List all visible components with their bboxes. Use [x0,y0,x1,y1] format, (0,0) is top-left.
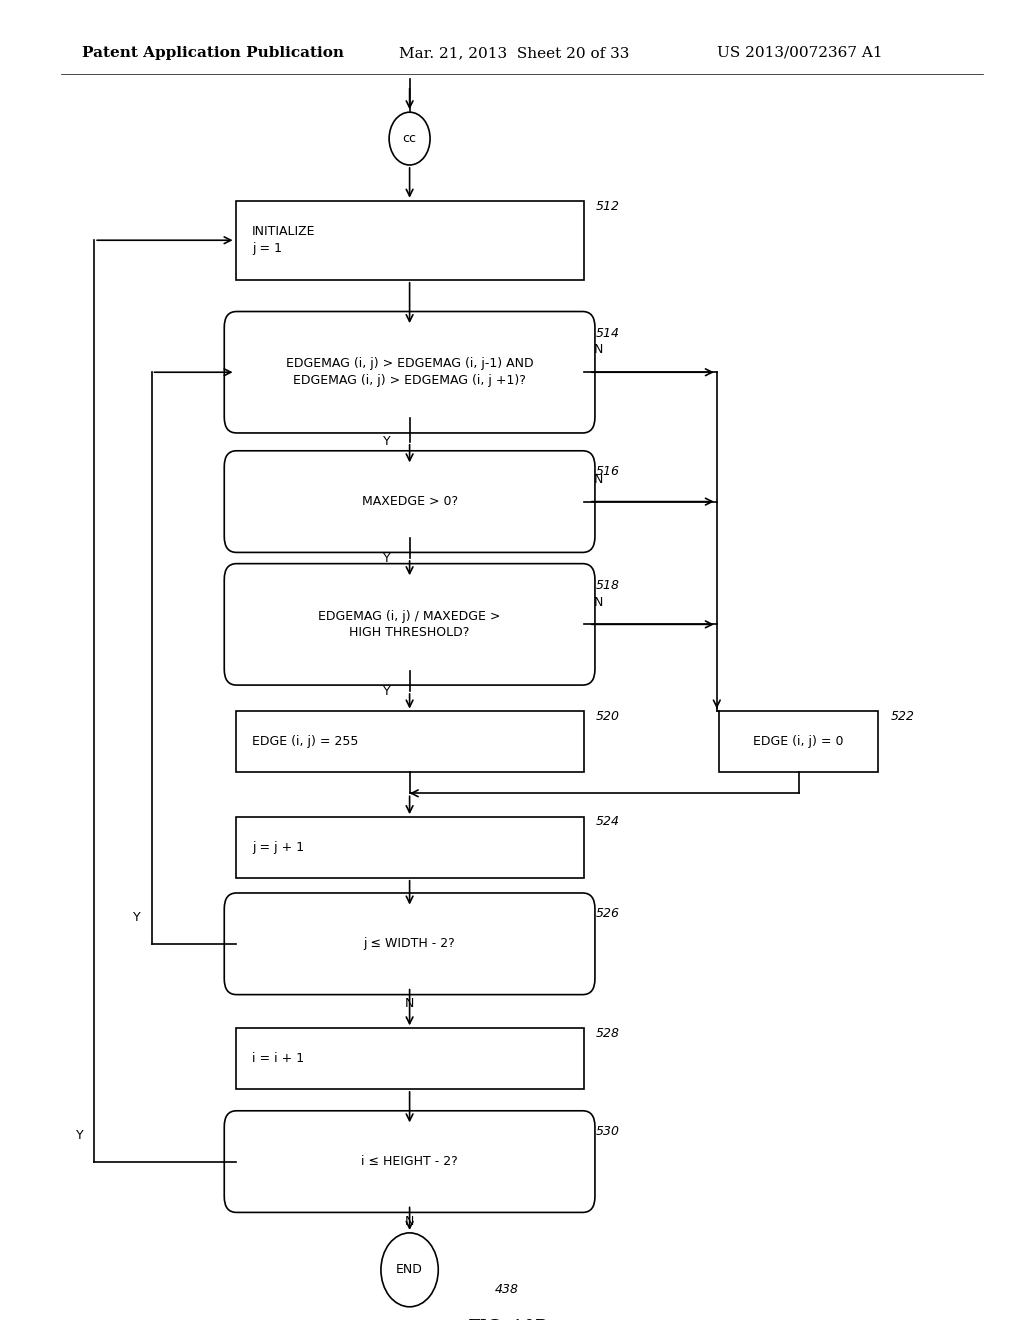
Text: j = j + 1: j = j + 1 [252,841,304,854]
Bar [236,817,584,878]
FancyBboxPatch shape [224,564,595,685]
FancyBboxPatch shape [224,312,595,433]
Text: 528: 528 [596,1027,620,1040]
Text: 512: 512 [596,201,620,214]
FancyBboxPatch shape [224,451,595,552]
Bar [236,711,584,772]
Text: 526: 526 [596,907,620,920]
Text: Y: Y [383,685,391,697]
Text: EDGEMAG (i, j) > EDGEMAG (i, j-1) AND
EDGEMAG (i, j) > EDGEMAG (i, j +1)?: EDGEMAG (i, j) > EDGEMAG (i, j-1) AND ED… [286,358,534,387]
Text: EDGE (i, j) = 255: EDGE (i, j) = 255 [252,735,358,748]
Text: N: N [594,343,603,356]
Text: EDGEMAG (i, j) / MAXEDGE >
HIGH THRESHOLD?: EDGEMAG (i, j) / MAXEDGE > HIGH THRESHOL… [318,610,501,639]
Text: Y: Y [133,911,141,924]
Text: US 2013/0072367 A1: US 2013/0072367 A1 [717,46,883,59]
Text: Y: Y [383,552,391,565]
Text: N: N [594,473,603,486]
Text: i ≤ HEIGHT - 2?: i ≤ HEIGHT - 2? [361,1155,458,1168]
Bar [236,1028,584,1089]
Text: 518: 518 [596,579,620,593]
Text: 516: 516 [596,465,620,478]
Text: Patent Application Publication: Patent Application Publication [82,46,344,59]
Text: Y: Y [76,1129,84,1142]
Text: INITIALIZE
j = 1: INITIALIZE j = 1 [252,226,315,255]
Text: 514: 514 [596,327,620,341]
Text: N: N [404,998,415,1010]
Text: cc: cc [402,132,417,145]
Text: 522: 522 [891,710,914,723]
Bar [719,711,879,772]
Text: Mar. 21, 2013  Sheet 20 of 33: Mar. 21, 2013 Sheet 20 of 33 [399,46,630,59]
Text: EDGE (i, j) = 0: EDGE (i, j) = 0 [754,735,844,748]
Text: 530: 530 [596,1125,620,1138]
Text: j ≤ WIDTH - 2?: j ≤ WIDTH - 2? [364,937,456,950]
FancyBboxPatch shape [224,1111,595,1212]
Text: Y: Y [383,436,391,449]
Circle shape [389,112,430,165]
Text: N: N [594,595,603,609]
Text: i = i + 1: i = i + 1 [252,1052,304,1065]
Text: 524: 524 [596,816,620,829]
Text: MAXEDGE > 0?: MAXEDGE > 0? [361,495,458,508]
Text: 520: 520 [596,710,620,723]
Text: END: END [396,1263,423,1276]
FancyBboxPatch shape [224,894,595,995]
Circle shape [381,1233,438,1307]
Text: N: N [404,1216,415,1228]
Text: 438: 438 [495,1283,518,1296]
Bar [236,201,584,280]
